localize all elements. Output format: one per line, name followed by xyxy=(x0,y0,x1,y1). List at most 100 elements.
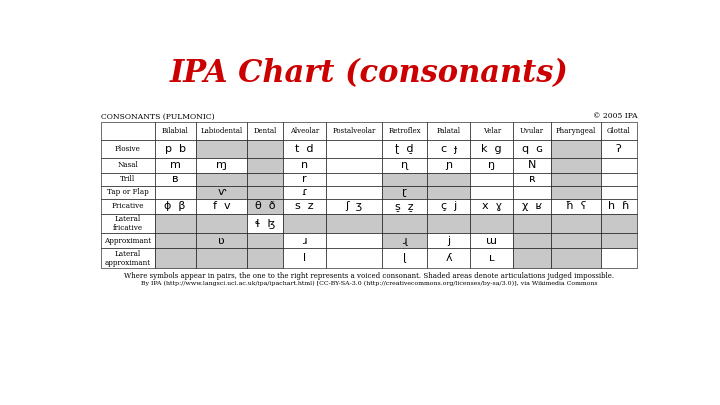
Text: c  ɟ: c ɟ xyxy=(441,144,456,154)
Text: ʟ: ʟ xyxy=(489,253,495,263)
Bar xyxy=(155,248,196,268)
Bar xyxy=(283,248,326,268)
Text: x  ɣ: x ɣ xyxy=(482,201,502,211)
Text: Labiodental: Labiodental xyxy=(200,127,243,135)
Bar xyxy=(101,199,155,214)
Bar xyxy=(427,158,470,173)
Text: p  b: p b xyxy=(165,144,186,154)
Bar xyxy=(470,248,513,268)
Text: s  z: s z xyxy=(295,201,314,211)
Bar xyxy=(326,248,382,268)
Bar xyxy=(155,140,196,158)
Text: ϕ  β: ϕ β xyxy=(164,201,186,211)
Text: θ  ð: θ ð xyxy=(255,201,275,211)
Bar xyxy=(101,233,155,248)
Bar xyxy=(427,140,470,158)
Bar xyxy=(551,199,600,214)
Bar xyxy=(600,173,637,186)
Text: ŋ: ŋ xyxy=(488,160,495,171)
Text: Velar: Velar xyxy=(482,127,501,135)
Bar xyxy=(382,199,427,214)
Text: ɻ: ɻ xyxy=(402,236,407,246)
Bar xyxy=(470,233,513,248)
Bar xyxy=(470,186,513,199)
Text: Nasal: Nasal xyxy=(117,162,138,169)
Bar xyxy=(101,214,155,233)
Bar xyxy=(427,186,470,199)
Bar xyxy=(551,173,600,186)
Text: ⱱ: ⱱ xyxy=(217,187,225,197)
Bar xyxy=(283,122,326,140)
Bar xyxy=(382,122,427,140)
Bar xyxy=(470,214,513,233)
Bar xyxy=(382,233,427,248)
Text: ɯ: ɯ xyxy=(486,236,498,246)
Bar xyxy=(247,173,283,186)
Text: ɬ  ɮ: ɬ ɮ xyxy=(255,219,275,228)
Bar xyxy=(196,122,247,140)
Bar xyxy=(247,233,283,248)
Bar xyxy=(470,140,513,158)
Bar xyxy=(427,199,470,214)
Bar xyxy=(326,186,382,199)
Bar xyxy=(427,122,470,140)
Bar xyxy=(427,248,470,268)
Text: ʋ: ʋ xyxy=(218,236,225,246)
Text: Tap or Flap: Tap or Flap xyxy=(107,188,148,196)
Bar xyxy=(247,248,283,268)
Bar xyxy=(101,140,155,158)
Bar xyxy=(326,158,382,173)
Bar xyxy=(101,122,155,140)
Bar xyxy=(470,158,513,173)
Bar xyxy=(600,140,637,158)
Bar xyxy=(551,248,600,268)
Bar xyxy=(326,173,382,186)
Bar xyxy=(247,214,283,233)
Bar xyxy=(470,199,513,214)
Text: Glottal: Glottal xyxy=(607,127,631,135)
Text: By IPA (http://www.langsci.ucl.ac.uk/ipa/ipachart.html) [CC-BY-SA-3.0 (http://cr: By IPA (http://www.langsci.ucl.ac.uk/ipa… xyxy=(140,280,598,286)
Bar xyxy=(600,186,637,199)
Bar xyxy=(513,186,551,199)
Text: N: N xyxy=(528,160,536,171)
Text: ʃ  ʒ: ʃ ʒ xyxy=(346,201,362,211)
Bar xyxy=(382,173,427,186)
Bar xyxy=(101,158,155,173)
Text: ɽ: ɽ xyxy=(402,187,407,197)
Text: ɳ: ɳ xyxy=(401,160,408,171)
Bar xyxy=(326,214,382,233)
Bar xyxy=(382,186,427,199)
Bar xyxy=(101,186,155,199)
Bar xyxy=(513,233,551,248)
Text: ɹ: ɹ xyxy=(302,236,307,246)
Bar xyxy=(247,186,283,199)
Bar xyxy=(283,233,326,248)
Text: l: l xyxy=(303,253,306,263)
Bar xyxy=(513,158,551,173)
Text: ç  j: ç j xyxy=(441,201,456,211)
Bar xyxy=(513,214,551,233)
Bar xyxy=(155,233,196,248)
Text: r: r xyxy=(302,175,307,184)
Bar xyxy=(382,214,427,233)
Bar xyxy=(427,173,470,186)
Text: ɾ: ɾ xyxy=(302,187,307,197)
Bar xyxy=(600,214,637,233)
Text: Dental: Dental xyxy=(253,127,276,135)
Text: ʈ  d̠: ʈ d̠ xyxy=(395,144,414,154)
Bar xyxy=(155,122,196,140)
Text: IPA Chart (consonants): IPA Chart (consonants) xyxy=(170,58,568,90)
Bar xyxy=(600,122,637,140)
Bar xyxy=(247,140,283,158)
Text: ɲ: ɲ xyxy=(445,160,452,171)
Bar xyxy=(196,173,247,186)
Text: s̠  z̠: s̠ z̠ xyxy=(395,201,414,211)
Bar xyxy=(551,158,600,173)
Bar xyxy=(470,122,513,140)
Text: © 2005 IPA: © 2005 IPA xyxy=(593,112,637,120)
Bar xyxy=(283,186,326,199)
Bar xyxy=(283,173,326,186)
Text: n: n xyxy=(301,160,308,171)
Bar xyxy=(283,140,326,158)
Bar xyxy=(513,122,551,140)
